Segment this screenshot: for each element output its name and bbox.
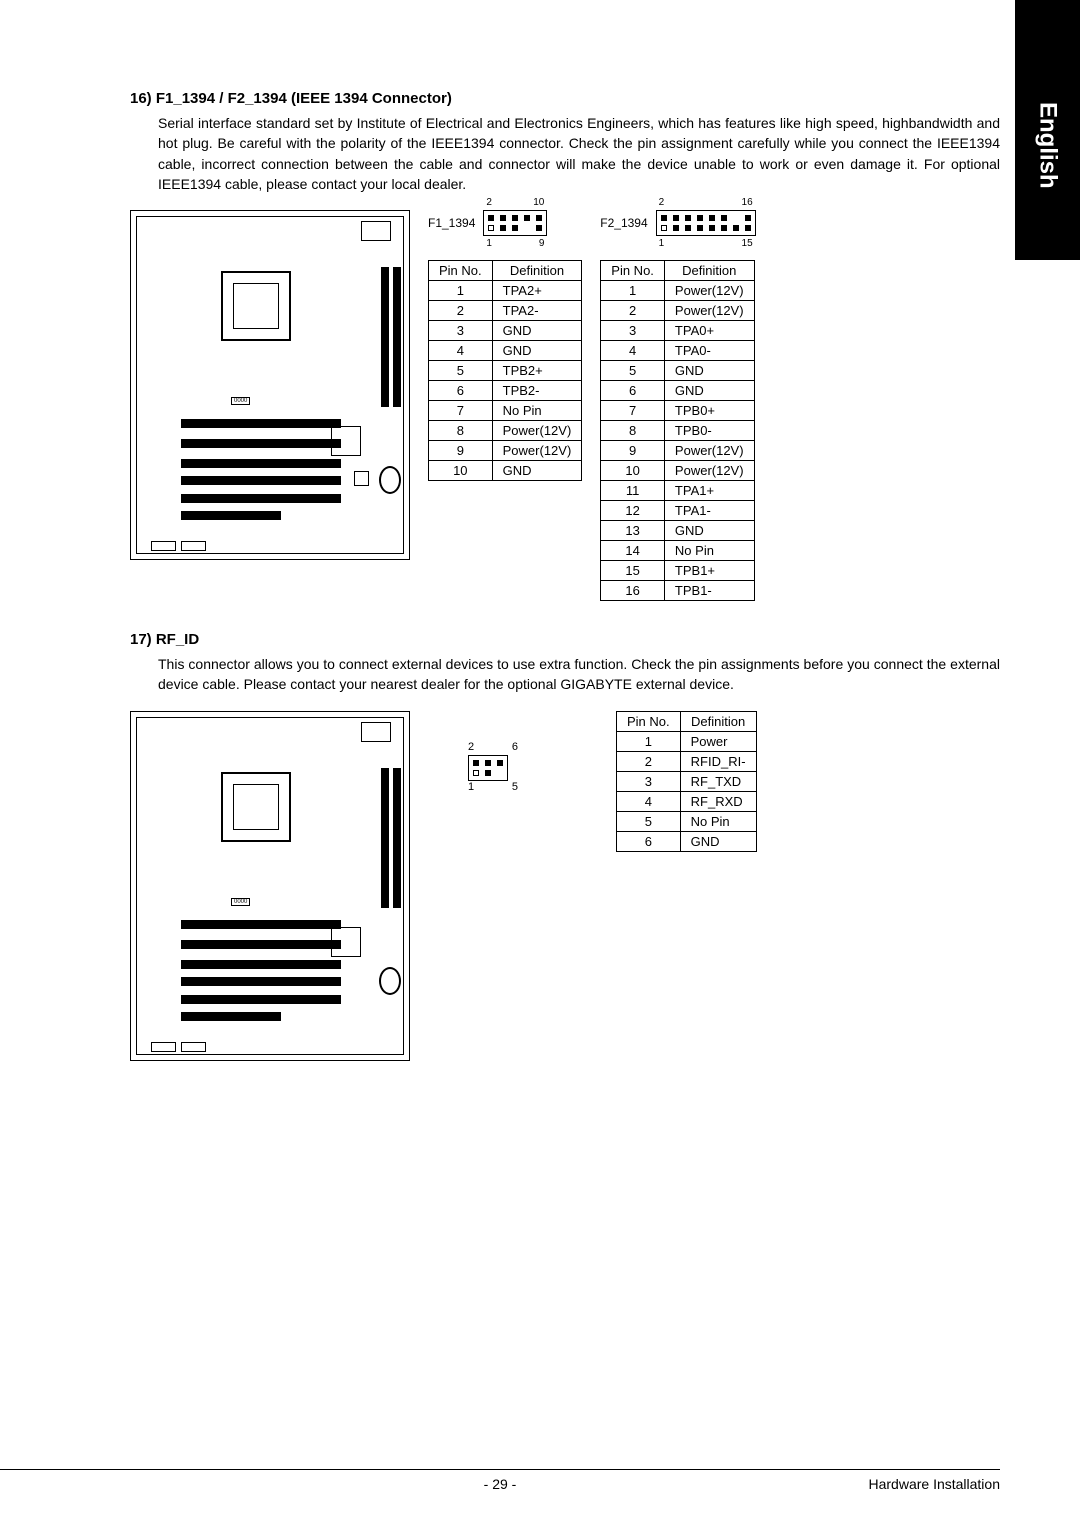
table-row: 7No Pin: [429, 401, 582, 421]
section-16-body: Serial interface standard set by Institu…: [158, 113, 1000, 194]
section-16-heading: 16) F1_1394 / F2_1394 (IEEE 1394 Connect…: [130, 90, 1000, 107]
table-row: 5TPB2+: [429, 361, 582, 381]
rfid-pin-table: Pin No. Definition 1Power2RFID_RI-3RF_TX…: [616, 711, 757, 852]
table-row: 4GND: [429, 341, 582, 361]
table-row: 8TPB0-: [601, 421, 754, 441]
table-row: 1TPA2+: [429, 281, 582, 301]
f2-1394-block: F2_1394 2 16 1 15: [600, 210, 755, 601]
table-row: 9Power(12V): [429, 441, 582, 461]
section-17-body: This connector allows you to connect ext…: [158, 654, 1000, 695]
footer-right: Hardware Installation: [868, 1476, 1000, 1492]
table-row: 12TPA1-: [601, 501, 754, 521]
f2-th-def: Definition: [664, 261, 754, 281]
table-row: 11TPA1+: [601, 481, 754, 501]
section-16: 16) F1_1394 / F2_1394 (IEEE 1394 Connect…: [130, 90, 1000, 601]
table-row: 10Power(12V): [601, 461, 754, 481]
table-row: 15TPB1+: [601, 561, 754, 581]
table-row: 6GND: [601, 381, 754, 401]
motherboard-diagram: 0000: [130, 210, 410, 560]
table-row: 2TPA2-: [429, 301, 582, 321]
section-16-layout: 0000 F1_1394 2 10: [130, 210, 1000, 601]
rfid-th-def: Definition: [680, 711, 756, 731]
table-row: 6TPB2-: [429, 381, 582, 401]
section-17-layout: 0000 2 6: [130, 711, 1000, 1061]
motherboard-diagram-2: 0000: [130, 711, 410, 1061]
f2-th-pin: Pin No.: [601, 261, 665, 281]
table-row: 2RFID_RI-: [617, 751, 757, 771]
section-17-heading: 17) RF_ID: [130, 631, 1000, 648]
f2-pin-table: Pin No. Definition 1Power(12V)2Power(12V…: [600, 260, 754, 601]
table-row: 2Power(12V): [601, 301, 754, 321]
table-row: 3GND: [429, 321, 582, 341]
language-tab: English: [1015, 0, 1080, 260]
rfid-th-pin: Pin No.: [617, 711, 681, 731]
f1-th-def: Definition: [492, 261, 582, 281]
f1-1394-block: F1_1394 2 10 1 9: [428, 210, 582, 481]
f2-label: F2_1394: [600, 216, 647, 230]
page-content: 16) F1_1394 / F2_1394 (IEEE 1394 Connect…: [0, 0, 1080, 1111]
page-footer: - 29 - Hardware Installation: [0, 1469, 1000, 1492]
table-row: 6GND: [617, 831, 757, 851]
table-row: 5No Pin: [617, 811, 757, 831]
table-row: 4RF_RXD: [617, 791, 757, 811]
table-row: 4TPA0-: [601, 341, 754, 361]
table-row: 16TPB1-: [601, 581, 754, 601]
f1-th-pin: Pin No.: [429, 261, 493, 281]
table-row: 3RF_TXD: [617, 771, 757, 791]
page-number: - 29 -: [484, 1476, 517, 1492]
f1-pin-table: Pin No. Definition 1TPA2+2TPA2-3GND4GND5…: [428, 260, 582, 481]
table-row: 1Power: [617, 731, 757, 751]
table-row: 9Power(12V): [601, 441, 754, 461]
table-row: 7TPB0+: [601, 401, 754, 421]
table-row: 13GND: [601, 521, 754, 541]
table-row: 3TPA0+: [601, 321, 754, 341]
section-17: 17) RF_ID This connector allows you to c…: [130, 631, 1000, 1061]
table-row: 8Power(12V): [429, 421, 582, 441]
f1-label: F1_1394: [428, 216, 475, 230]
table-row: 5GND: [601, 361, 754, 381]
table-row: 10GND: [429, 461, 582, 481]
table-row: 14No Pin: [601, 541, 754, 561]
rfid-pin-diagram: 2 6 1 5: [468, 741, 518, 793]
table-row: 1Power(12V): [601, 281, 754, 301]
